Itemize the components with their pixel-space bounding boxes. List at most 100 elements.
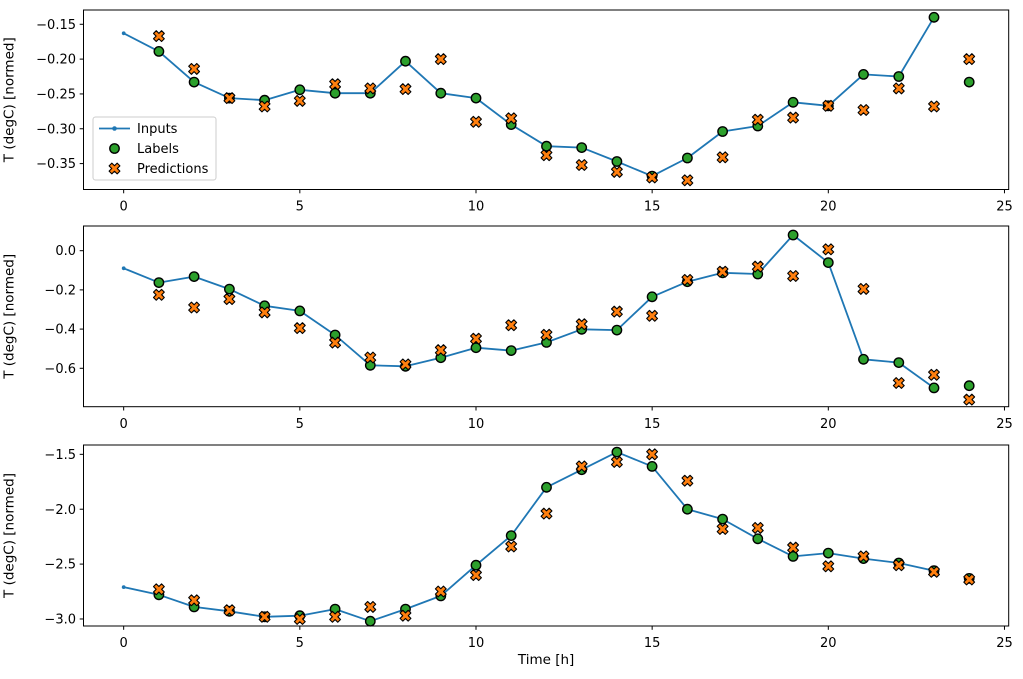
labels-point	[787, 551, 799, 562]
predictions-point	[681, 474, 694, 487]
labels-point	[364, 615, 376, 627]
labels-point	[611, 446, 623, 458]
x-tick-label: 10	[468, 636, 485, 651]
predictions-point	[152, 30, 165, 43]
subplot-3: 0 5 10 15 20 25 −1.5 −2.0 −2.5 −3.0 T (degC) [norm…	[2, 444, 1013, 668]
predictions-point	[610, 456, 623, 468]
inputs-line	[122, 16, 935, 178]
predictions-point	[963, 573, 976, 586]
predictions-point	[892, 82, 905, 95]
labels-point	[505, 530, 517, 541]
plot-border	[83, 444, 1010, 627]
labels-point	[717, 126, 728, 137]
labels-point	[223, 283, 235, 295]
x-tick-label: 15	[644, 636, 661, 651]
predictions-point	[470, 115, 482, 128]
legend: Inputs Labels Predictions	[92, 116, 217, 181]
y-tick-label: −1.5	[44, 448, 76, 463]
predictions-point	[505, 319, 518, 332]
predictions-point	[399, 83, 412, 96]
predictions-point	[540, 507, 553, 520]
labels-point	[188, 76, 200, 88]
predictions-point	[928, 565, 940, 578]
labels-point	[822, 257, 834, 268]
labels-point	[470, 92, 482, 104]
predictions-point	[928, 100, 940, 113]
predictions-point	[434, 344, 447, 357]
legend-item-label: Predictions	[137, 162, 209, 177]
predictions-point	[646, 171, 659, 184]
inputs-point	[121, 266, 126, 271]
legend-item-inputs: Inputs	[99, 122, 178, 137]
predictions-point	[892, 559, 905, 572]
predictions-point	[258, 610, 271, 623]
predictions-point	[857, 282, 870, 295]
labels-point	[682, 152, 693, 164]
predictions-point	[751, 521, 764, 534]
predictions-point	[751, 113, 764, 126]
y-tick-label: −0.15	[36, 18, 76, 33]
predictions-point	[540, 328, 553, 341]
predictions-point	[787, 270, 800, 282]
x-tick-label: 5	[296, 417, 304, 432]
labels-point	[505, 345, 517, 356]
plot-border	[83, 225, 1010, 408]
predictions-point	[540, 149, 553, 162]
predictions-point	[681, 273, 694, 286]
predictions-point	[434, 53, 447, 66]
predictions-point	[716, 151, 729, 164]
predictions-point	[364, 600, 377, 613]
labels-point	[470, 342, 482, 354]
predictions-point	[434, 585, 447, 598]
predictions-point	[822, 560, 835, 573]
labels-point	[822, 547, 834, 559]
labels-point	[928, 382, 940, 394]
predictions-point	[152, 583, 165, 596]
labels-point	[787, 96, 799, 108]
predictions-point	[152, 288, 165, 301]
predictions-point	[293, 322, 306, 335]
predictions-point	[751, 260, 764, 273]
predictions-point	[575, 159, 588, 171]
x-tick-label: 5	[296, 636, 304, 651]
y-tick-label: −2.0	[44, 503, 76, 518]
labels-point	[153, 277, 165, 288]
x-tick-label: 25	[996, 417, 1013, 432]
inputs-legend-dot-icon	[112, 126, 117, 131]
predictions-point	[963, 393, 976, 406]
predictions-point	[505, 540, 518, 553]
predictions-point	[610, 305, 623, 318]
predictions-point	[223, 293, 236, 306]
legend-item-labels: Labels	[109, 142, 179, 157]
inputs-line	[122, 451, 935, 623]
x-tick-label: 5	[296, 200, 304, 215]
labels-point	[576, 142, 588, 154]
labels-point	[963, 76, 975, 88]
predictions-point	[399, 609, 412, 622]
x-tick-label: 10	[468, 417, 485, 432]
inputs-point	[121, 31, 126, 36]
y-tick-label: −0.4	[44, 323, 76, 338]
predictions-point	[681, 174, 694, 187]
predictions-point	[329, 78, 342, 91]
labels-point	[470, 559, 482, 571]
predictions-point	[364, 82, 377, 95]
predictions-point	[258, 306, 271, 319]
predictions-point	[293, 94, 306, 107]
predictions-point	[399, 358, 412, 371]
predictions-point	[470, 332, 482, 345]
predictions-point	[646, 309, 659, 322]
predictions-point	[822, 99, 835, 112]
x-tick-label: 20	[820, 200, 837, 215]
y-tick-label: −0.35	[36, 157, 76, 172]
inputs-point	[121, 585, 126, 589]
y-tick-label: −0.2	[44, 283, 76, 298]
labels-point	[717, 513, 728, 525]
labels-point	[858, 353, 869, 365]
y-tick-label: −0.20	[36, 53, 76, 68]
labels-point	[963, 380, 975, 392]
labels-point	[646, 291, 658, 303]
labels-point	[893, 71, 905, 82]
x-tick-label: 0	[120, 200, 128, 215]
